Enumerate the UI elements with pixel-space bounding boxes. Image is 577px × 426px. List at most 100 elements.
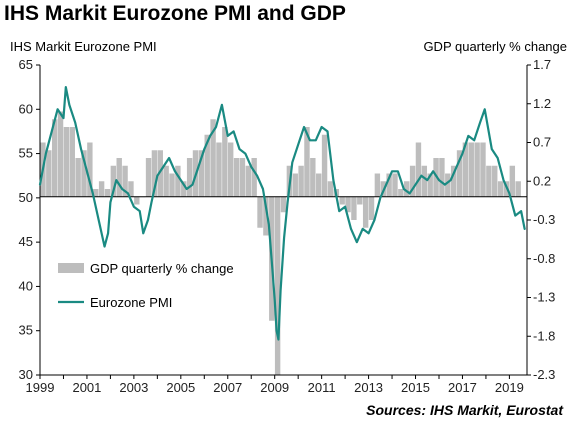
gdp-bar [251, 158, 257, 197]
right-tick-label: -0.3 [533, 212, 555, 227]
gdp-bar [75, 158, 81, 197]
x-tick-label: 2019 [495, 380, 524, 395]
x-tick-label: 2013 [354, 380, 383, 395]
gdp-bar [474, 142, 480, 197]
gdp-bar [351, 196, 357, 220]
gdp-bar [51, 119, 58, 197]
right-tick-label: -0.8 [533, 251, 555, 266]
gdp-bar [145, 158, 152, 197]
gdp-bar [233, 158, 240, 197]
gdp-bar [169, 173, 175, 197]
gdp-bar [239, 158, 246, 197]
gdp-bar [427, 173, 433, 197]
gdp-bar [210, 119, 216, 197]
gdp-bar [93, 189, 99, 197]
x-tick-label: 2015 [401, 380, 430, 395]
gdp-bar [421, 165, 428, 197]
gdp-bar [327, 181, 334, 197]
gdp-bar [222, 127, 228, 197]
axes: 30 35 40 45 50 55 60 65 -2.3 -1.8 -1.3 -0.8 -0.3 0.2 0… [19, 57, 556, 395]
gdp-bar [98, 181, 105, 197]
gdp-bar [298, 165, 304, 197]
left-tick-label: 50 [19, 190, 33, 205]
gdp-bar [398, 189, 404, 197]
gdp-bar [316, 173, 322, 197]
source-note: Sources: IHS Markit, Eurostat [366, 402, 563, 418]
x-tick-label: 2017 [448, 380, 477, 395]
gdp-bar [415, 142, 422, 197]
gdp-bar [204, 134, 210, 197]
gdp-bar [439, 158, 445, 197]
gdp-bar [386, 173, 392, 197]
gdp-bar [339, 196, 345, 205]
gdp-bar [304, 127, 310, 197]
gdp-bar [280, 196, 287, 213]
gdp-bar [63, 127, 70, 197]
gdp-bar [486, 165, 492, 197]
gdp-bar [515, 181, 521, 197]
gdp-bar [310, 158, 316, 197]
gdp-bar [87, 142, 93, 197]
left-tick-label: 65 [19, 57, 33, 72]
gdp-bar [404, 181, 410, 197]
gdp-bar [274, 196, 281, 375]
gdp-bar [450, 165, 457, 197]
left-tick-label: 45 [19, 234, 33, 249]
gdp-bar [104, 189, 111, 197]
gdp-bar [81, 150, 87, 197]
left-tick-label: 55 [19, 146, 33, 161]
chart-title: IHS Markit Eurozone PMI and GDP [4, 2, 346, 25]
x-tick-label: 2007 [213, 380, 242, 395]
gdp-bars [40, 111, 521, 375]
right-axis-title: GDP quarterly % change [423, 39, 567, 54]
x-tick-label: 1999 [26, 380, 55, 395]
left-tick-label: 60 [19, 101, 33, 116]
right-tick-label: 1.7 [533, 57, 551, 72]
pmi-line-group [38, 86, 526, 341]
gdp-bar [57, 111, 64, 197]
gdp-bar [492, 165, 498, 197]
x-tick-label: 2003 [119, 380, 148, 395]
legend-gdp-label: GDP quarterly % change [90, 261, 234, 276]
gdp-bar [374, 173, 381, 197]
gdp-bar [257, 196, 263, 228]
gdp-bar [392, 173, 398, 197]
gdp-bar [456, 150, 463, 197]
gdp-bar [116, 158, 122, 197]
gdp-bar [409, 165, 416, 197]
legend: GDP quarterly % change Eurozone PMI [58, 261, 234, 310]
gdp-bar [468, 142, 474, 197]
gdp-bar [368, 196, 375, 220]
gdp-bar [292, 173, 298, 197]
right-tick-label: 1.2 [533, 96, 551, 111]
gdp-bar [46, 150, 52, 197]
x-tick-label: 2001 [72, 380, 101, 395]
gdp-bar [497, 181, 504, 197]
gdp-bar [263, 196, 269, 236]
legend-gdp-swatch [58, 263, 84, 273]
legend-pmi-label: Eurozone PMI [90, 295, 172, 310]
gdp-bar [216, 142, 222, 197]
gdp-bar [134, 196, 140, 205]
gdp-bar [122, 165, 128, 197]
gdp-bar [227, 142, 234, 197]
gdp-bar [69, 127, 75, 197]
gdp-bar [157, 150, 163, 197]
pmi-line [38, 86, 526, 341]
x-tick-label: 2011 [308, 380, 336, 395]
right-tick-label: 0.2 [533, 173, 551, 188]
right-tick-label: -2.3 [533, 367, 555, 382]
gdp-bar [362, 196, 369, 228]
gdp-bar [151, 150, 158, 197]
gdp-bar [462, 142, 469, 197]
x-tick-label: 2005 [166, 380, 195, 395]
gdp-bar [445, 173, 451, 197]
left-tick-label: 35 [19, 323, 33, 338]
gdp-bar [357, 196, 363, 205]
right-tick-label: -1.8 [533, 328, 555, 343]
left-tick-label: 40 [19, 278, 33, 293]
gdp-bar [509, 165, 516, 197]
gdp-bar [186, 158, 193, 197]
gdp-bar [181, 181, 187, 197]
